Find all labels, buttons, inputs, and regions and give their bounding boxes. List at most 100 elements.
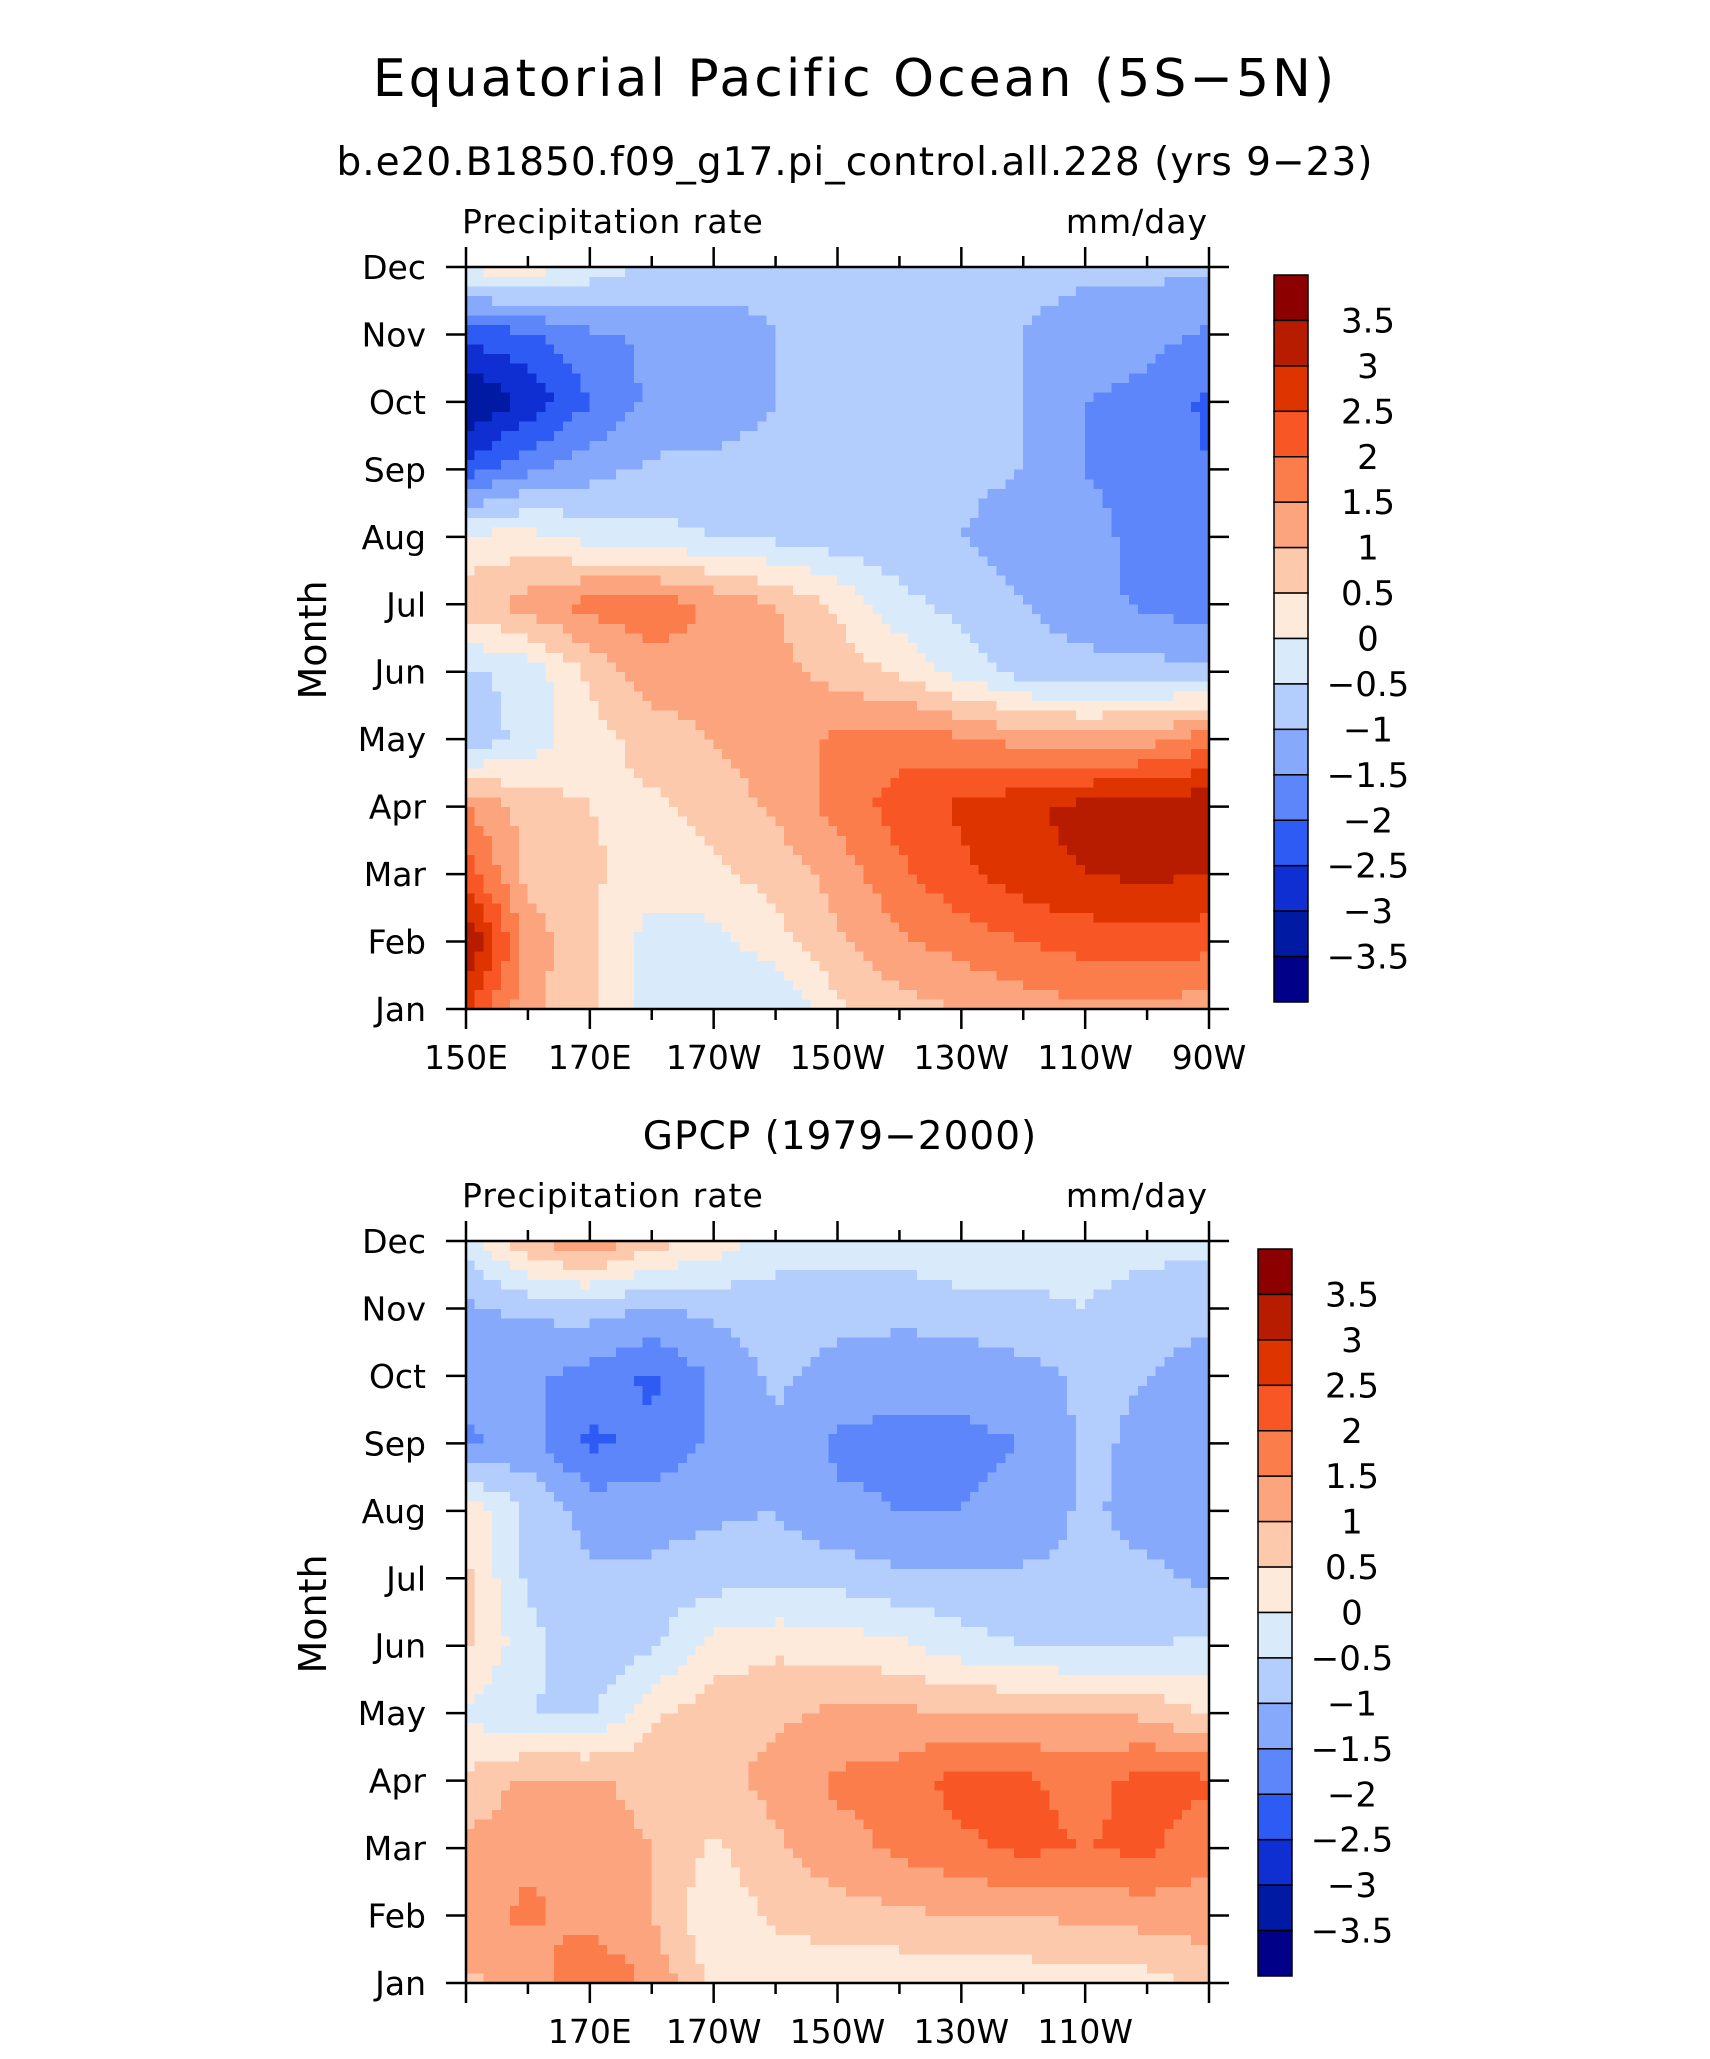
contour-cell bbox=[881, 565, 891, 576]
contour-cell bbox=[934, 825, 944, 836]
contour-cell bbox=[669, 671, 679, 682]
contour-cell bbox=[731, 844, 741, 856]
contour-cell bbox=[607, 893, 617, 904]
contour-cell bbox=[616, 584, 626, 595]
contour-cell bbox=[562, 488, 573, 499]
contour-cell bbox=[1058, 815, 1068, 827]
contour-cell bbox=[872, 960, 883, 971]
contour-cell bbox=[828, 873, 838, 885]
contour-cell bbox=[1014, 709, 1024, 721]
contour-cell bbox=[501, 912, 511, 923]
contour-cell bbox=[739, 700, 750, 711]
contour-cell bbox=[589, 873, 599, 885]
contour-cell bbox=[1137, 912, 1148, 923]
contour-cell bbox=[952, 873, 962, 885]
contour-cell bbox=[1102, 970, 1113, 981]
contour-cell bbox=[952, 738, 962, 750]
contour-cell bbox=[854, 526, 865, 538]
contour-cell bbox=[1129, 883, 1139, 894]
contour-cell bbox=[1093, 632, 1104, 644]
contour-cell bbox=[713, 420, 723, 432]
contour-cell bbox=[757, 623, 768, 634]
contour-cell bbox=[757, 430, 768, 441]
contour-cell bbox=[863, 893, 874, 904]
contour-cell bbox=[899, 681, 909, 692]
contour-cell bbox=[1173, 526, 1183, 538]
contour-cell bbox=[1182, 748, 1192, 759]
contour-cell bbox=[784, 999, 794, 1010]
contour-cell bbox=[1031, 893, 1042, 904]
contour-cell bbox=[1067, 970, 1077, 981]
contour-cell bbox=[545, 709, 555, 721]
contour-cell bbox=[1102, 469, 1113, 480]
contour-cell bbox=[1191, 950, 1201, 962]
contour-cell bbox=[651, 411, 661, 422]
contour-cell bbox=[1102, 507, 1113, 518]
contour-cell bbox=[1040, 526, 1051, 538]
contour-cell bbox=[996, 864, 1006, 875]
contour-cell bbox=[801, 420, 812, 432]
contour-cell bbox=[1040, 806, 1051, 817]
contour-cell bbox=[1031, 507, 1042, 518]
contour-cell bbox=[633, 401, 644, 412]
contour-cell bbox=[598, 420, 608, 432]
contour-cell bbox=[925, 536, 936, 547]
contour-cell bbox=[580, 729, 591, 740]
contour-cell bbox=[562, 459, 573, 470]
contour-cell bbox=[943, 796, 953, 807]
contour-cell bbox=[1137, 873, 1148, 885]
contour-cell bbox=[562, 469, 573, 480]
contour-cell bbox=[501, 632, 511, 644]
contour-cell bbox=[1146, 661, 1157, 673]
contour-cell bbox=[996, 546, 1006, 557]
contour-cell bbox=[536, 459, 546, 470]
contour-cell bbox=[819, 459, 829, 470]
contour-cell bbox=[907, 623, 918, 634]
contour-cell bbox=[837, 555, 847, 567]
contour-cell bbox=[1111, 902, 1121, 913]
contour-cell bbox=[863, 536, 874, 547]
contour-cell bbox=[828, 488, 838, 499]
contour-cell bbox=[518, 989, 529, 1000]
contour-cell bbox=[642, 430, 653, 441]
contour-cell bbox=[863, 565, 874, 576]
contour-cell bbox=[863, 681, 874, 692]
contour-cell bbox=[677, 623, 688, 634]
contour-cell bbox=[651, 478, 661, 489]
contour-cell bbox=[722, 440, 732, 451]
contour-cell bbox=[607, 526, 617, 538]
contour-cell bbox=[483, 430, 493, 441]
contour-cell bbox=[1146, 921, 1157, 933]
contour-cell bbox=[792, 642, 803, 653]
contour-cell bbox=[1084, 806, 1095, 817]
contour-cell bbox=[969, 642, 980, 653]
contour-cell bbox=[651, 912, 661, 923]
contour-cell bbox=[748, 902, 759, 913]
contour-cell bbox=[828, 517, 838, 528]
contour-cell bbox=[934, 844, 944, 856]
contour-cell bbox=[1173, 671, 1183, 682]
contour-cell bbox=[731, 921, 741, 933]
contour-cell bbox=[1058, 623, 1068, 634]
contour-cell bbox=[624, 690, 635, 701]
contour-cell bbox=[722, 825, 732, 836]
contour-cell bbox=[686, 690, 697, 701]
contour-cell bbox=[722, 767, 732, 779]
contour-cell bbox=[554, 671, 564, 682]
contour-cell bbox=[1049, 536, 1059, 547]
contour-cell bbox=[828, 921, 838, 933]
contour-cell bbox=[978, 758, 989, 769]
contour-cell bbox=[854, 719, 865, 730]
contour-cell bbox=[1164, 709, 1174, 721]
contour-cell bbox=[1049, 719, 1059, 730]
contour-cell bbox=[996, 594, 1006, 605]
contour-cell bbox=[1155, 989, 1166, 1000]
contour-cell bbox=[1031, 681, 1042, 692]
contour-cell bbox=[916, 546, 927, 557]
contour-cell bbox=[784, 758, 794, 769]
contour-cell bbox=[739, 497, 750, 509]
contour-cell bbox=[1014, 999, 1024, 1010]
contour-cell bbox=[731, 931, 741, 942]
contour-cell bbox=[943, 941, 953, 952]
contour-cell bbox=[1040, 979, 1051, 991]
